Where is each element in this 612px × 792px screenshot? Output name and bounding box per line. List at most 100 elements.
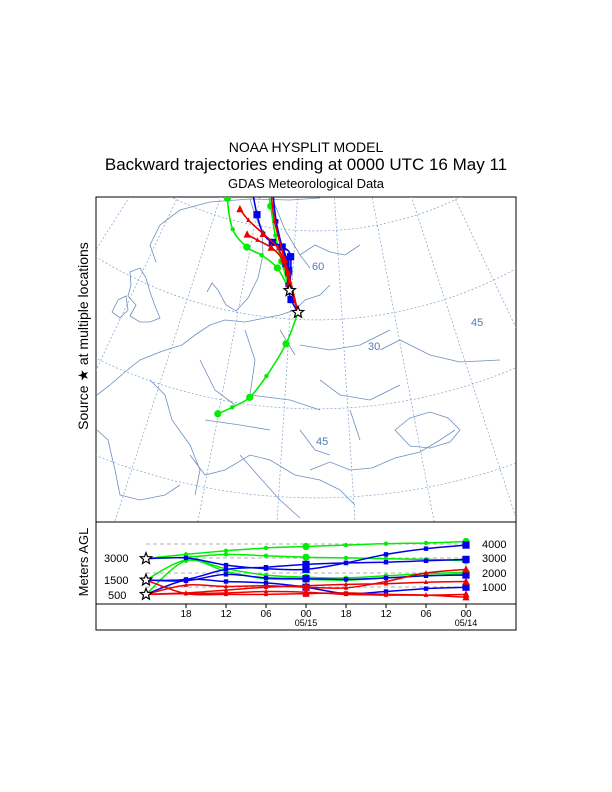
trajectory-7-marker-5	[268, 127, 272, 132]
european-coast-outline	[96, 284, 456, 519]
height-profile-1-marker-4	[302, 542, 310, 551]
meridian-50	[411, 197, 516, 520]
trajectory-9-marker-3	[280, 256, 285, 262]
trajectory-6-marker-4	[269, 172, 276, 179]
height-profile-12-marker-3	[263, 591, 269, 597]
height-profile-9-marker-7	[423, 579, 429, 585]
trajectory-3-marker-2	[282, 340, 290, 348]
parallel-65	[207, 6, 425, 53]
height-profile-1-marker-2	[223, 548, 229, 554]
height-profile-5-marker-2	[223, 562, 229, 568]
trajectory-4-marker-6	[253, 211, 261, 219]
right-tick-2000: 2000	[482, 568, 506, 580]
map-panel: 60 45 30 45	[95, 6, 517, 523]
right-axis-labels: 4000 3000 2000 1000	[482, 539, 506, 594]
height-profile-2-marker-5	[343, 555, 349, 561]
time-tick-label-3: 06	[260, 609, 272, 620]
height-profile-11-marker-3	[263, 588, 269, 594]
height-profile-12-marker-4	[302, 589, 310, 597]
trajectory-9-marker-5	[255, 237, 260, 242]
height-profile-2-marker-6	[383, 556, 389, 561]
meridian-40	[371, 197, 435, 522]
height-profile-5-marker-8	[462, 541, 470, 549]
height-profile-9-marker-8	[462, 577, 470, 585]
trajectory-9-marker-4	[267, 243, 275, 251]
time-tick-label-8: 00	[460, 609, 472, 620]
trajectory-7-marker-4	[267, 173, 274, 180]
trajectory-8-marker-4	[259, 229, 267, 238]
date-label-0514: 05/14	[455, 618, 478, 628]
start-height-3000: 3000	[104, 553, 128, 565]
source-1-star	[282, 282, 297, 297]
trajectory-5-marker-2	[287, 295, 295, 304]
trajectory-1-marker-7	[268, 107, 275, 114]
trajectory-4-marker-2	[287, 253, 295, 261]
trajectory-9-marker-6	[243, 230, 251, 238]
source-markers	[282, 282, 306, 319]
start-star-500	[138, 586, 154, 601]
height-profile-2-marker-4	[302, 553, 310, 561]
height-profile-8-marker-8	[462, 583, 470, 591]
meridian-20	[276, 197, 298, 522]
trajectory-7-marker-3	[272, 218, 277, 223]
trajectory-3-marker-4	[246, 393, 254, 401]
height-profile-7-marker-3	[263, 575, 269, 581]
meridian--20	[96, 197, 130, 251]
time-tick-label-6: 12	[380, 609, 392, 620]
height-profile-10-marker-2	[223, 583, 229, 589]
height-profile-7-marker-2	[223, 572, 229, 577]
time-tick-label-7: 06	[420, 609, 432, 620]
meridian-30	[334, 197, 356, 522]
start-star-3000	[138, 551, 154, 565]
model-name: NOAA HYSPLIT MODEL	[228, 139, 384, 155]
height-profile-8-marker-7	[423, 586, 429, 591]
height-profile-12-marker-2	[223, 591, 229, 597]
trajectory-2-marker-7	[224, 159, 231, 166]
grid-label-45-lat: 45	[316, 436, 328, 448]
height-profile-12-marker-1	[183, 590, 189, 596]
parallel-50	[96, 256, 516, 321]
height-profile-7-marker-6	[383, 575, 389, 581]
trajectory-7-marker-6	[272, 89, 279, 96]
time-tick-label-2: 12	[220, 609, 232, 620]
trajectory-2-marker-5	[230, 227, 235, 232]
start-star-1500	[138, 572, 154, 587]
time-ticks: 18 12 06 00 18 12 06 00	[180, 604, 472, 620]
date-label-0515: 05/15	[295, 618, 318, 628]
height-profile-1-marker-7	[423, 540, 429, 546]
start-height-500: 500	[108, 590, 126, 602]
reference-lines	[146, 543, 466, 588]
map-frame	[95, 196, 517, 523]
right-tick-3000: 3000	[482, 553, 506, 565]
meridian-10	[197, 197, 261, 522]
trajectory-1-marker-3	[273, 233, 278, 238]
trajectory-2-marker-6	[223, 197, 232, 202]
grid-label-45-east: 45	[471, 317, 483, 329]
trajectory-9-marker-2	[285, 279, 293, 287]
trajectory-2-marker-2	[273, 264, 281, 272]
height-profile-12-marker-7	[423, 592, 429, 597]
height-profile-6-marker-3	[263, 565, 269, 570]
height-profile-10-marker-5	[343, 585, 349, 590]
height-profile-9-marker-2	[223, 587, 229, 592]
height-profile-12-marker-5	[343, 590, 349, 595]
height-profile-6-marker-4	[302, 560, 310, 568]
height-profile-1-marker-5	[343, 542, 349, 548]
height-profile-7-marker-7	[423, 573, 429, 578]
right-tick-4000: 4000	[482, 539, 506, 551]
height-profile-8-marker-1	[183, 577, 189, 583]
height-profile-8-marker-3	[263, 580, 269, 586]
height-profile-7-marker-5	[343, 577, 349, 582]
trajectory-6-marker-3	[274, 219, 279, 224]
british-isles-outline	[111, 267, 161, 323]
black-sea-outline	[394, 411, 461, 449]
trajectory-4-marker-7	[248, 185, 255, 192]
right-tick-1000: 1000	[482, 582, 506, 594]
trajectory-6-marker-5	[271, 130, 275, 134]
meteorological-data-label: GDAS Meteorological Data	[227, 176, 385, 191]
height-profile-5-marker-7	[423, 546, 429, 551]
start-height-1500: 1500	[104, 575, 128, 587]
height-profile-10-marker-8	[462, 565, 470, 573]
trajectory-3-marker-6	[214, 410, 222, 418]
